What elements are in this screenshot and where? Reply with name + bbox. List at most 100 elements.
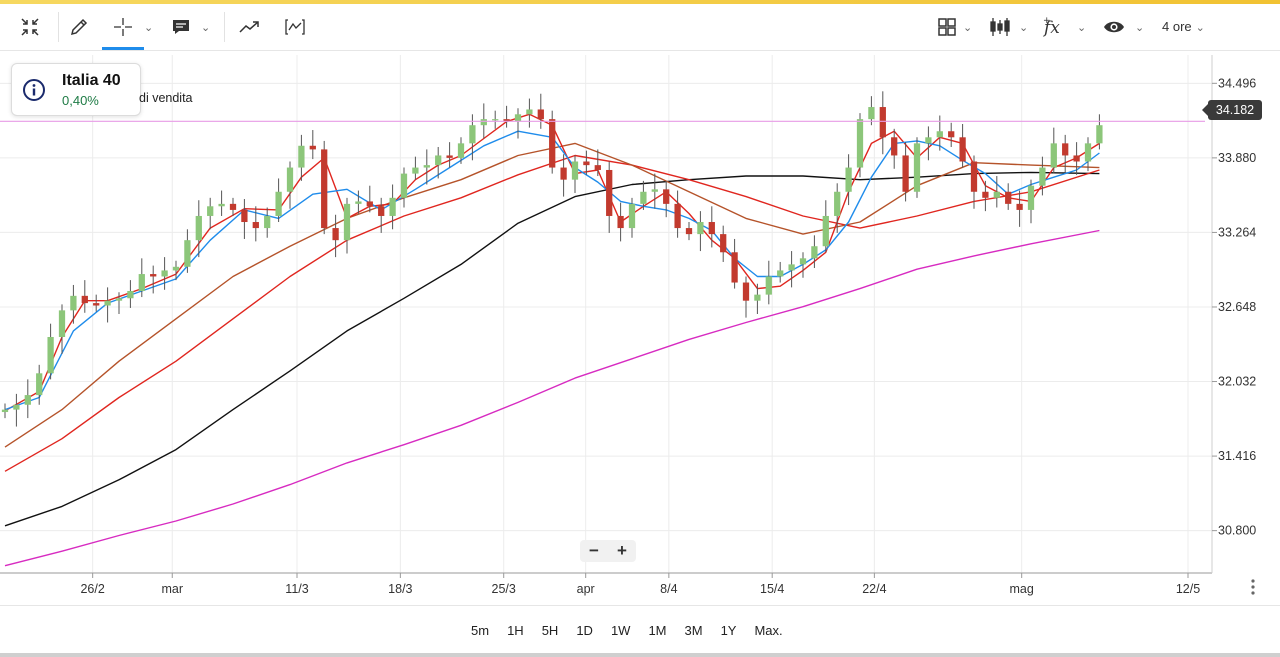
candle-body [321,149,328,229]
candle-body [959,137,966,162]
chevron-down-icon[interactable]: ⌄ [144,21,154,34]
candle-body [913,143,921,192]
x-tick-label: 25/3 [492,582,516,596]
y-tick-label: 32.032 [1218,375,1256,389]
candle-body [229,203,237,210]
toolbar-divider [58,12,59,42]
candle-body [663,189,670,204]
candle-body [834,191,841,216]
candlestick-icon[interactable] [986,4,1014,50]
candle-body [446,155,453,158]
candle-body [127,291,134,299]
candle-body [1039,167,1046,186]
instrument-name: Italia 40 [62,72,121,89]
candle-body [195,215,202,241]
chevron-down-icon[interactable]: ⌄ [963,21,973,34]
more-options-icon[interactable] [1245,578,1261,596]
x-tick-label: 15/4 [760,582,784,596]
candle-body [583,161,590,166]
range-bar: 5m 1H 5H 1D 1W 1M 3M 1Y Max. [0,605,1280,654]
candle-body [594,165,601,170]
candle-body [58,310,66,337]
candle-body [36,373,43,396]
instrument-info-card[interactable]: Italia 40 0,40% [11,63,141,116]
candle-body [423,165,430,168]
candle-body [822,215,829,247]
y-axis-ticks: 34.496 33.880 33.264 32.648 32.032 31.416 30.8… [1212,76,1256,538]
zoom-in-button[interactable]: + [617,541,627,560]
range-button[interactable]: 5m [471,622,490,638]
candle-body [799,258,807,265]
candle-body [731,252,738,283]
candle-body [970,161,978,192]
candle-body [628,203,636,229]
candle-body [685,228,693,235]
top-accent-strip [0,0,1280,4]
candle-body [286,167,294,192]
instrument-change: 0,40% [62,93,99,108]
moving-averages [4,113,1100,567]
candle-body [389,197,396,216]
range-button[interactable]: 3M [684,622,703,638]
candle-body [138,274,145,292]
candle-body [868,107,875,120]
brown-ma-line [4,142,1100,448]
candle-body [378,206,385,216]
candle-body [788,264,795,271]
candle-body [720,234,727,253]
red-slow-ma-line [4,154,1100,472]
eye-icon[interactable] [1100,4,1128,50]
info-icon[interactable] [22,78,46,107]
axes [0,55,1213,574]
candle-body [891,137,898,156]
candle-body [298,145,305,168]
x-axis-ticks: 26/2 mar 11/3 18/3 25/3 apr 8/4 15/4 22/4 mag 12/5 [80,573,1200,596]
current-price-tag: 34.182 [1202,100,1262,120]
range-button[interactable]: 1M [648,622,667,638]
candle-body [708,222,715,235]
x-tick-label: 11/3 [285,582,308,596]
candle-body [1096,125,1103,144]
range-button[interactable]: 5H [541,622,559,638]
candle-body [332,228,339,241]
pencil-icon[interactable] [64,4,94,50]
candle-body [115,298,123,301]
sell-price-label: di vendita [139,91,193,105]
range-button[interactable]: 1Y [720,622,737,638]
chart-area[interactable]: 34.496 33.880 33.264 32.648 32.032 31.416 30.8… [0,50,1280,605]
chevron-down-icon[interactable]: ⌄ [1019,21,1029,34]
candle-body [150,274,157,277]
candle-body [640,191,647,204]
candle-body [355,201,362,204]
x-tick-label: 12/5 [1176,582,1200,596]
chevron-down-icon[interactable]: ⌄ [1135,21,1145,34]
range-button[interactable]: 1D [576,622,593,638]
range-button[interactable]: Max. [754,622,783,638]
candle-body [81,295,88,304]
indicator-chart-icon[interactable] [280,4,310,50]
candle-body [526,109,533,115]
range-button[interactable]: 1H [507,622,524,638]
black-ma-line [4,171,1100,527]
layout-grid-icon[interactable] [934,4,960,50]
chevron-down-icon[interactable]: ⌄ [201,21,211,34]
candle-body [560,167,567,180]
collapse-icon[interactable] [14,4,46,50]
candle-body [13,404,20,410]
trend-chart-icon[interactable] [234,4,266,50]
candle-body [982,191,989,198]
candle-body [503,119,510,122]
range-button[interactable]: 1W [610,622,631,638]
magenta-ma-line [4,229,1100,567]
comment-icon[interactable] [166,4,196,50]
timeframe-selector[interactable]: 4 ore ⌄ [1162,4,1205,50]
chevron-down-icon[interactable]: ⌄ [1077,21,1087,34]
candle-body [902,155,909,192]
function-fx-icon[interactable]: fx + [1040,4,1068,50]
zoom-out-button[interactable]: − [589,541,599,560]
price-chart[interactable]: 34.496 33.880 33.264 32.648 32.032 31.416 30.8… [0,50,1280,605]
candle-body [366,201,373,207]
candle-body [845,167,852,192]
timeframe-label: 4 ore [1162,19,1192,34]
crosshair-icon[interactable] [108,4,138,50]
